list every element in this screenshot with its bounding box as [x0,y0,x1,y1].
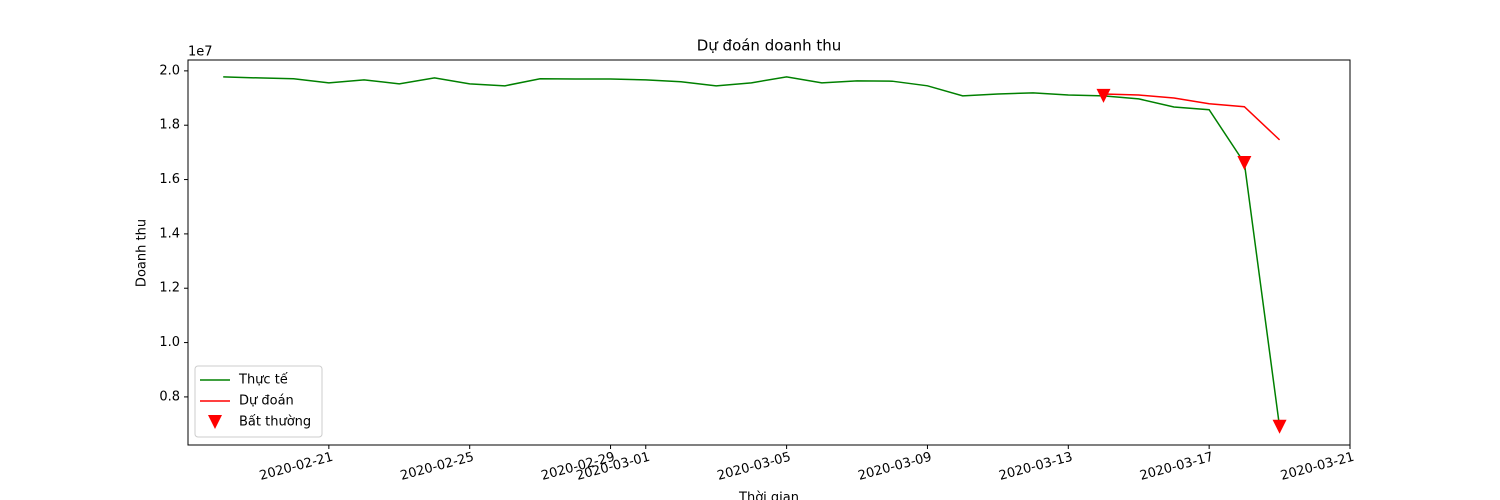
x-tick-label: 2020-03-09 [857,450,934,484]
anomaly-marker [1096,88,1111,103]
x-tick-label: 2020-03-05 [716,450,793,484]
anomaly-marker [1237,155,1252,170]
y-tick-label: 1.4 [159,226,180,241]
plot-frame [187,59,1351,446]
x-tick-label: 2020-03-13 [997,450,1074,484]
y-tick-label: 0.8 [159,389,180,404]
legend-box [194,365,323,438]
y-tick-label: 1.0 [159,335,180,350]
x-tick-label: 2020-03-21 [1279,450,1356,484]
x-axis-label: Thời gian [738,491,799,500]
y-tick-label: 2.0 [159,63,180,78]
x-tick-label: 2020-02-25 [399,450,476,484]
y-offset-label: 1e7 [188,45,213,60]
data-line [1103,93,1281,141]
y-tick-label: 1.8 [159,118,180,133]
x-tick-label: 2020-02-21 [258,450,335,484]
y-tick-label: 1.6 [159,172,180,187]
legend-label: Dự đoán [239,394,294,409]
data-line [223,76,1281,427]
legend-label: Thực tế [238,373,288,388]
x-tick-label: 2020-03-17 [1138,450,1215,484]
legend-label: Bất thường [239,415,311,430]
y-tick-label: 1.2 [159,281,180,296]
chart-title: Dự đoán doanh thu [697,37,842,55]
anomaly-marker [1272,419,1287,434]
legend-swatch [208,415,222,429]
y-axis-label: Doanh thu [135,219,150,287]
